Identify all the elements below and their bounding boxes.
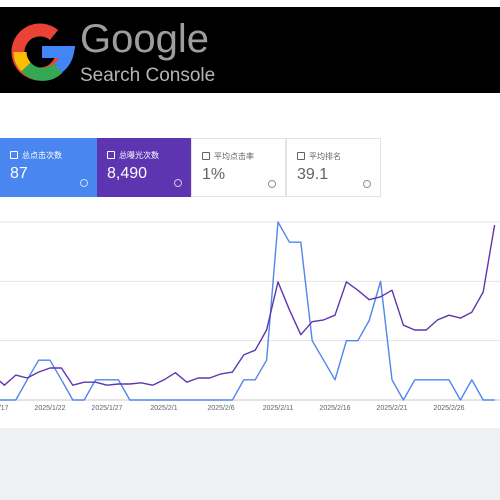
checkbox[interactable] [10,151,18,159]
x-tick-label: 2025/1/22 [34,405,65,412]
checkbox[interactable] [297,152,305,160]
help-icon[interactable] [80,179,88,187]
x-tick-label: 2025/2/11 [263,405,294,412]
x-tick-label: 2025/2/1 [150,405,177,412]
footer-area [0,428,500,500]
google-logo [11,23,76,81]
metric-label: 总曝光次数 [119,151,159,160]
x-tick-label: 2025/1/17 [0,405,9,412]
help-icon[interactable] [363,180,371,188]
logo-arc [42,46,76,73]
logo-text: Google [80,17,209,61]
x-tick-label: 2025/1/27 [91,405,122,412]
chart: 2025/1/17 2025/1/22 2025/1/27 2025/2/1 2025/… [0,221,500,412]
metric-value: 8,490 [107,165,148,182]
x-tick-label: 2025/2/6 [207,405,234,412]
metric-card[interactable]: 总曝光次数 8,490 [97,138,191,197]
metric-label: 平均点击率 [214,152,254,161]
metric-label: 总点击次数 [22,151,62,160]
x-tick-label: 2025/2/26 [433,405,464,412]
header: Google Search Console [0,7,500,93]
metric-value: 39.1 [297,166,329,183]
metric-card[interactable]: 平均点击率 1% [191,138,286,197]
metric-card[interactable]: 总点击次数 87 [0,138,97,197]
logo-arc [21,62,63,81]
x-tick-label: 2025/2/16 [319,405,350,412]
logo-arc [13,51,32,72]
x-tick-label: 2025/2/21 [376,405,407,412]
help-icon[interactable] [174,179,182,187]
metric-value: 1% [202,166,226,183]
metric-card[interactable]: 平均排名 39.1 [286,138,381,197]
checkbox[interactable] [202,152,210,160]
series-line [0,221,495,401]
product-name: Search Console [80,65,216,86]
metric-label: 平均排名 [309,152,341,161]
series-line [0,224,496,386]
help-icon[interactable] [268,180,276,188]
checkbox[interactable] [107,151,115,159]
metric-value: 87 [10,165,28,182]
